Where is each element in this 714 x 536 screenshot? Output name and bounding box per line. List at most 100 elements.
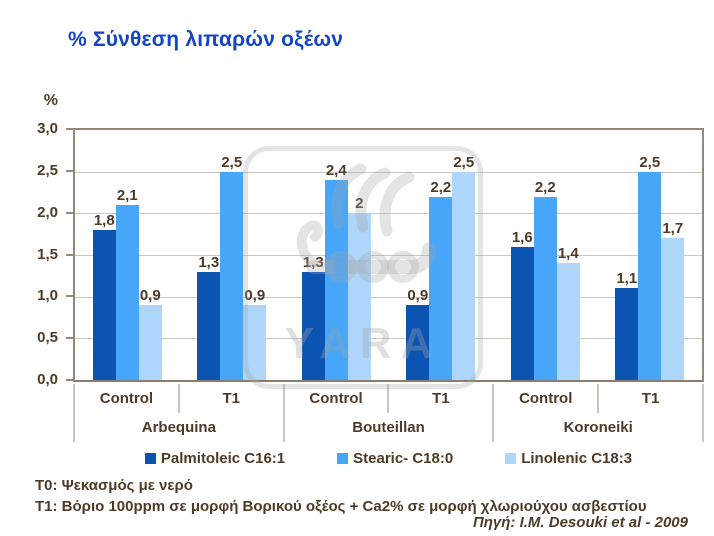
bar bbox=[301, 271, 325, 380]
x-group-label: Arbequina bbox=[75, 413, 285, 442]
bar-cluster: 1,3 2,5 0,9 bbox=[180, 130, 285, 380]
bar bbox=[533, 196, 557, 380]
bar-cluster: 1,3 2,4 2 bbox=[284, 130, 389, 380]
gridline bbox=[75, 338, 702, 340]
bar-wrap: 1,4 bbox=[556, 245, 580, 380]
x-subcategory-label: T1 bbox=[180, 384, 285, 413]
bar-wrap: 1,7 bbox=[661, 220, 685, 380]
bar bbox=[429, 196, 453, 380]
gridline bbox=[75, 296, 702, 298]
x-group-label: Bouteillan bbox=[285, 413, 495, 442]
bar bbox=[615, 288, 639, 380]
legend-item: Linolenic C18:3 bbox=[505, 450, 632, 467]
bar-value-label: 1,8 bbox=[93, 212, 115, 229]
bar-value-label: 2,5 bbox=[221, 153, 243, 171]
bar-value-label: 1,6 bbox=[511, 228, 533, 246]
bar bbox=[138, 305, 162, 380]
bar bbox=[92, 230, 116, 380]
bar-wrap: 0,9 bbox=[243, 287, 267, 380]
bar-cluster: 0,9 2,2 2,5 bbox=[389, 130, 494, 380]
y-axis-tick-marks bbox=[66, 128, 73, 382]
bar-value-label: 2,5 bbox=[453, 153, 475, 171]
bar bbox=[556, 263, 580, 380]
bar-value-label: 1,1 bbox=[616, 270, 638, 288]
bar bbox=[347, 213, 371, 380]
bar-wrap: 2,5 bbox=[452, 154, 476, 380]
x-subcategory-label: Control bbox=[285, 384, 390, 413]
bar-value-label: 1,3 bbox=[198, 253, 220, 271]
bar bbox=[510, 246, 534, 380]
y-tick-label: 0,0 bbox=[37, 371, 58, 388]
y-tick-mark bbox=[66, 253, 73, 256]
bar-value-label: 1,3 bbox=[302, 253, 324, 271]
bar bbox=[220, 171, 244, 380]
chart-title: % Σύνθεση λιπαρών οξέων bbox=[68, 28, 344, 51]
bar-wrap: 2,5 bbox=[220, 154, 244, 380]
legend-label: Stearic- C18:0 bbox=[353, 449, 454, 467]
bar-value-label: 2,2 bbox=[534, 178, 556, 196]
bar-wrap: 2,4 bbox=[324, 162, 348, 380]
source-citation: Πηγή: I.M. Desouki et al - 2009 bbox=[473, 514, 688, 531]
legend-swatch bbox=[337, 452, 349, 464]
bar-cluster: 1,1 2,5 1,7 bbox=[598, 130, 703, 380]
bar bbox=[661, 238, 685, 380]
bar-value-label: 1,4 bbox=[557, 245, 579, 263]
bar-wrap: 1,1 bbox=[615, 270, 639, 380]
bar-wrap: 1,8 bbox=[92, 212, 116, 380]
y-tick-label: 1,0 bbox=[37, 287, 58, 305]
bar-cluster: 1,8 2,1 0,9 bbox=[75, 130, 180, 380]
y-axis-unit-label: % bbox=[43, 92, 58, 109]
legend: Palmitoleic C16:1 Stearic- C18:0 Linolenic… bbox=[73, 447, 704, 469]
bar bbox=[638, 171, 662, 380]
y-tick-mark bbox=[66, 169, 73, 172]
bar-cluster: 1,6 2,2 1,4 bbox=[493, 130, 598, 380]
bar-value-label: 0,9 bbox=[407, 287, 429, 304]
y-axis-tick-labels: 3,0 2,5 2,0 1,5 1,0 0,5 0,0 bbox=[16, 120, 58, 388]
footnote-t1: T1: Βόριο 100ppm σε μορφή Βορικού οξέος … bbox=[35, 498, 647, 515]
bar-wrap: 0,9 bbox=[406, 287, 430, 380]
legend-item: Palmitoleic C16:1 bbox=[144, 449, 286, 467]
y-tick-label: 3,0 bbox=[37, 120, 58, 137]
legend-label: Palmitoleic C16:1 bbox=[160, 449, 286, 467]
y-tick-label: 2,5 bbox=[37, 161, 58, 179]
x-subcategory-label: Control bbox=[75, 384, 180, 413]
footnote-t0: T0: Ψεκασμός με νερό bbox=[35, 477, 193, 494]
bar-value-label: 0,9 bbox=[244, 287, 266, 304]
y-tick-label: 1,5 bbox=[37, 245, 58, 263]
bar-wrap: 2,5 bbox=[638, 154, 662, 380]
bar bbox=[115, 205, 139, 380]
bar bbox=[452, 171, 476, 380]
bar-wrap: 2,2 bbox=[429, 179, 453, 380]
bar bbox=[406, 305, 430, 380]
bar-value-label: 2,4 bbox=[325, 162, 347, 179]
y-tick-mark bbox=[66, 379, 73, 381]
bar-wrap: 1,6 bbox=[510, 229, 534, 380]
gridline bbox=[75, 255, 702, 256]
x-subcategory-label: Control bbox=[494, 384, 600, 413]
y-tick-label: 0,5 bbox=[37, 329, 58, 347]
plot-area: 1,8 2,1 0,9 1,3 2,5 0,9 1,3 2,4 2 0,9 2,2 2,5 1,6 2,2… bbox=[73, 128, 704, 382]
x-subcategory-label: T1 bbox=[641, 390, 660, 407]
bar-value-label: 0,9 bbox=[139, 287, 161, 304]
bar-wrap: 2 bbox=[347, 195, 371, 380]
y-tick-label: 2,0 bbox=[37, 203, 58, 221]
bars-container: 1,8 2,1 0,9 1,3 2,5 0,9 1,3 2,4 2 0,9 2,2 2,5 1,6 2,2… bbox=[75, 130, 702, 380]
bar-value-label: 1,7 bbox=[662, 220, 684, 238]
y-tick-mark bbox=[66, 337, 73, 340]
bar bbox=[243, 305, 267, 380]
gridline bbox=[75, 213, 702, 215]
legend-swatch bbox=[144, 452, 156, 464]
bar-wrap: 0,9 bbox=[138, 287, 162, 380]
bar-wrap: 2,1 bbox=[115, 187, 139, 380]
x-subcategory-label: T1 bbox=[389, 384, 495, 413]
y-tick-mark bbox=[66, 128, 73, 130]
bar-wrap: 2,2 bbox=[533, 179, 557, 380]
y-tick-mark bbox=[66, 211, 73, 214]
bar bbox=[197, 271, 221, 380]
bar-value-label: 2 bbox=[355, 195, 364, 213]
bar-wrap: 1,3 bbox=[301, 254, 325, 380]
gridline bbox=[75, 171, 702, 173]
x-axis-groups: Arbequina Bouteillan Koroneiki bbox=[73, 413, 704, 442]
legend-label: Linolenic C18:3 bbox=[521, 449, 633, 467]
